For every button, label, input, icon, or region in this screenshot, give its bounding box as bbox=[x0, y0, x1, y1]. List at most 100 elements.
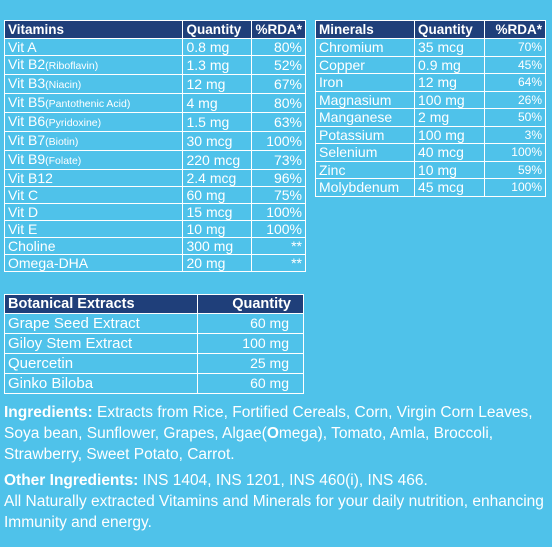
botanical-name: Giloy Stem Extract bbox=[4, 333, 198, 354]
vitamin-name-main: Vit B12 bbox=[8, 170, 53, 186]
mineral-rda: 100% bbox=[484, 178, 546, 197]
minerals-header-quantity: Quantity bbox=[414, 20, 486, 39]
vitamin-name-main: Vit B3 bbox=[8, 75, 46, 91]
vitamin-name: Vit B2(Riboflavin) bbox=[3, 55, 184, 75]
mineral-row: Zinc 10 mg 59% bbox=[314, 160, 546, 179]
mineral-name: Magnasium bbox=[314, 90, 416, 109]
mineral-quantity: 40 mcg bbox=[414, 143, 486, 162]
mineral-name: Potassium bbox=[314, 125, 416, 144]
vitamin-name-sub: (Pyridoxine) bbox=[45, 117, 102, 129]
vitamin-name-main: Vit E bbox=[8, 221, 38, 237]
mineral-quantity: 100 mg bbox=[414, 125, 486, 144]
vitamin-rda: 80% bbox=[251, 93, 306, 113]
botanical-name: Quercetin bbox=[4, 353, 198, 374]
mineral-row: Potassium 100 mg 3% bbox=[314, 125, 546, 144]
vitamin-rda: ** bbox=[251, 254, 306, 272]
vitamin-name: Omega-DHA bbox=[3, 254, 184, 272]
mineral-name: Iron bbox=[314, 73, 416, 92]
vitamin-quantity: 60 mg bbox=[182, 186, 253, 204]
mineral-name: Copper bbox=[314, 55, 416, 74]
vitamin-row: Vit B7(Biotin) 30 mcg 100% bbox=[3, 131, 306, 151]
vitamins-header-row: Vitamins Quantity %RDA* bbox=[3, 20, 306, 39]
vitamin-row: Vit B12 2.4 mcg 96% bbox=[3, 169, 306, 187]
mineral-name: Manganese bbox=[314, 108, 416, 127]
botanical-row: Grape Seed Extract 60 mg bbox=[4, 313, 304, 334]
other-ingredients-text: INS 1404, INS 1201, INS 460(i), INS 466. bbox=[138, 472, 428, 489]
mineral-quantity: 2 mg bbox=[414, 108, 486, 127]
mineral-rda: 3% bbox=[484, 125, 546, 144]
vitamin-rda: 96% bbox=[251, 169, 306, 187]
vitamin-name-main: Vit B2 bbox=[8, 56, 46, 72]
mineral-name: Zinc bbox=[314, 160, 416, 179]
ingredients-paragraph: Ingredients: Extracts from Rice, Fortifi… bbox=[4, 402, 548, 465]
vitamin-rda: 100% bbox=[251, 220, 306, 238]
vitamin-row: Vit B2(Riboflavin) 1.3 mg 52% bbox=[3, 55, 306, 75]
minerals-header-rda: %RDA* bbox=[484, 20, 546, 39]
vitamin-name: Vit B9(Folate) bbox=[3, 150, 184, 170]
vitamin-quantity: 15 mcg bbox=[182, 203, 253, 221]
vitamin-name: Vit B6(Pyridoxine) bbox=[3, 112, 184, 132]
vitamin-quantity: 12 mg bbox=[182, 74, 253, 94]
vitamin-name: Vit E bbox=[3, 220, 184, 238]
vitamin-quantity: 4 mg bbox=[182, 93, 253, 113]
vitamin-name: Vit B7(Biotin) bbox=[3, 131, 184, 151]
vitamin-name-main: Choline bbox=[8, 238, 56, 254]
vitamin-quantity: 1.5 mg bbox=[182, 112, 253, 132]
vitamins-header-quantity: Quantity bbox=[182, 20, 253, 39]
mineral-quantity: 10 mg bbox=[414, 160, 486, 179]
vitamin-rda: 73% bbox=[251, 150, 306, 170]
vitamin-rda: 100% bbox=[251, 131, 306, 151]
botanical-quantity: 60 mg bbox=[197, 373, 304, 394]
vitamin-row: Vit B9(Folate) 220 mcg 73% bbox=[3, 150, 306, 170]
vitamin-row: Vit B3(Niacin) 12 mg 67% bbox=[3, 74, 306, 94]
vitamin-rda: 52% bbox=[251, 55, 306, 75]
botanical-row: Giloy Stem Extract 100 mg bbox=[4, 333, 304, 354]
vitamin-row: Vit B5(Pantothenic Acid) 4 mg 80% bbox=[3, 93, 306, 113]
botanical-extracts-table: Botanical Extracts Quantity Grape Seed E… bbox=[4, 294, 304, 394]
mineral-row: Molybdenum 45 mcg 100% bbox=[314, 178, 546, 197]
botanical-name: Ginko Biloba bbox=[4, 373, 198, 394]
vitamin-quantity: 220 mcg bbox=[182, 150, 253, 170]
mineral-row: Selenium 40 mcg 100% bbox=[314, 143, 546, 162]
vitamins-table: Vitamins Quantity %RDA* Vit A 0.8 mg 80% Vi… bbox=[3, 20, 306, 272]
vitamin-quantity: 2.4 mcg bbox=[182, 169, 253, 187]
vitamin-row: Omega-DHA 20 mg ** bbox=[3, 254, 306, 272]
ingredients-label: Ingredients: bbox=[4, 404, 93, 421]
minerals-header-row: Minerals Quantity %RDA* bbox=[314, 20, 546, 39]
mineral-quantity: 45 mcg bbox=[414, 178, 486, 197]
minerals-table: Minerals Quantity %RDA* Chromium 35 mcg 70… bbox=[314, 20, 546, 197]
mineral-rda: 64% bbox=[484, 73, 546, 92]
other-ingredients-paragraph: Other Ingredients: INS 1404, INS 1201, I… bbox=[4, 470, 548, 491]
vitamin-rda: 67% bbox=[251, 74, 306, 94]
mineral-row: Manganese 2 mg 50% bbox=[314, 108, 546, 127]
vitamin-name: Choline bbox=[3, 237, 184, 255]
vitamin-rda: 100% bbox=[251, 203, 306, 221]
minerals-header-name: Minerals bbox=[314, 20, 416, 39]
mineral-rda: 100% bbox=[484, 143, 546, 162]
vitamin-quantity: 1.3 mg bbox=[182, 55, 253, 75]
mineral-quantity: 12 mg bbox=[414, 73, 486, 92]
nutrition-note: All Naturally extracted Vitamins and Min… bbox=[4, 493, 544, 531]
vitamin-name: Vit A bbox=[3, 38, 184, 56]
vitamin-quantity: 0.8 mg bbox=[182, 38, 253, 56]
botanical-quantity: 60 mg bbox=[197, 313, 304, 334]
vitamin-name-main: Vit B9 bbox=[8, 151, 46, 167]
vitamin-row: Vit C 60 mg 75% bbox=[3, 186, 306, 204]
ingredients-text-bold: O bbox=[266, 425, 279, 442]
mineral-name: Chromium bbox=[314, 38, 416, 57]
botanical-quantity: 100 mg bbox=[197, 333, 304, 354]
mineral-row: Chromium 35 mcg 70% bbox=[314, 38, 546, 57]
vitamin-name: Vit B5(Pantothenic Acid) bbox=[3, 93, 184, 113]
mineral-name: Molybdenum bbox=[314, 178, 416, 197]
vitamin-name: Vit B12 bbox=[3, 169, 184, 187]
botanical-header-row: Botanical Extracts Quantity bbox=[4, 294, 304, 314]
vitamin-quantity: 30 mcg bbox=[182, 131, 253, 151]
vitamin-quantity: 300 mg bbox=[182, 237, 253, 255]
mineral-rda: 26% bbox=[484, 90, 546, 109]
vitamin-name-main: Vit D bbox=[8, 204, 39, 220]
ingredients-text-before: Extracts from Rice, Fortified Cereals, C… bbox=[4, 404, 533, 442]
vitamin-name: Vit D bbox=[3, 203, 184, 221]
vitamin-name-main: Vit B6 bbox=[8, 113, 46, 129]
botanical-row: Ginko Biloba 60 mg bbox=[4, 373, 304, 394]
mineral-row: Iron 12 mg 64% bbox=[314, 73, 546, 92]
